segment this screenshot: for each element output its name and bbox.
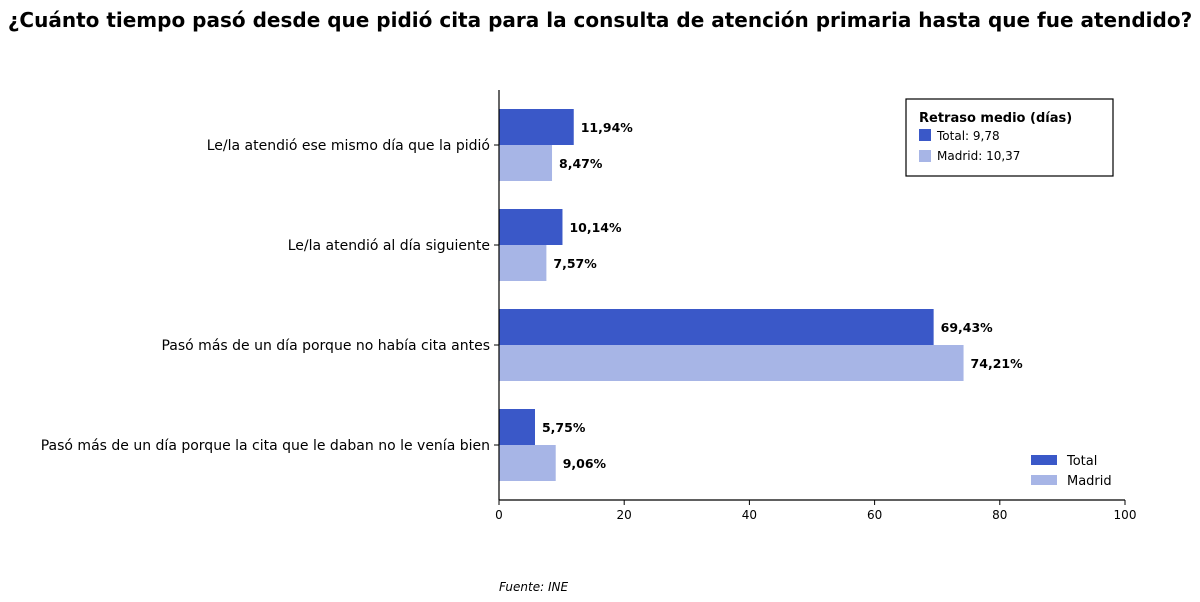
bar-total xyxy=(499,409,535,445)
legend-label-total: Total xyxy=(1066,454,1097,469)
category-label: Pasó más de un día porque la cita que le… xyxy=(41,438,490,454)
info-item-madrid: Madrid: 10,37 xyxy=(937,149,1020,163)
info-box-frame xyxy=(905,98,1114,177)
data-label: 10,14% xyxy=(569,220,622,235)
legend-label-madrid: Madrid xyxy=(1067,474,1112,489)
data-label: 7,57% xyxy=(553,256,597,271)
bar-madrid xyxy=(499,445,556,481)
info-box-title: Retraso medio (días) xyxy=(919,111,1072,126)
bar-madrid xyxy=(499,245,547,281)
legend-swatch-madrid xyxy=(1031,475,1057,485)
chart-title: ¿Cuánto tiempo pasó desde que pidió cita… xyxy=(8,8,1192,32)
data-label: 11,94% xyxy=(581,120,634,135)
data-label: 9,06% xyxy=(563,456,607,471)
info-box: Retraso medio (días) Total: 9,78 Madrid:… xyxy=(905,98,1114,177)
bar-madrid xyxy=(499,145,553,181)
info-swatch-total xyxy=(919,129,931,141)
source-note: Fuente: INE xyxy=(499,580,568,594)
bar-total xyxy=(499,209,563,245)
data-label: 5,75% xyxy=(542,420,586,435)
category-label: Le/la atendió al día siguiente xyxy=(288,238,490,254)
x-tick-label: 80 xyxy=(992,508,1007,522)
x-tick-label: 20 xyxy=(617,508,632,522)
x-tick-label: 40 xyxy=(742,508,757,522)
category-label: Pasó más de un día porque no había cita … xyxy=(161,338,490,354)
x-tick-label: 100 xyxy=(1114,508,1137,522)
x-tick-label: 60 xyxy=(867,508,882,522)
data-label: 74,21% xyxy=(971,356,1024,371)
x-tick-label: 0 xyxy=(495,508,503,522)
bar-total xyxy=(499,309,934,345)
bar-total xyxy=(499,109,574,145)
data-label: 8,47% xyxy=(559,156,603,171)
bar-madrid xyxy=(499,345,964,381)
legend-swatch-total xyxy=(1031,455,1057,465)
legend: Total Madrid xyxy=(1031,454,1112,489)
info-swatch-madrid xyxy=(919,150,931,162)
category-label: Le/la atendió ese mismo día que la pidió xyxy=(207,138,490,154)
data-label: 69,43% xyxy=(941,320,994,335)
info-item-total: Total: 9,78 xyxy=(936,129,1000,143)
